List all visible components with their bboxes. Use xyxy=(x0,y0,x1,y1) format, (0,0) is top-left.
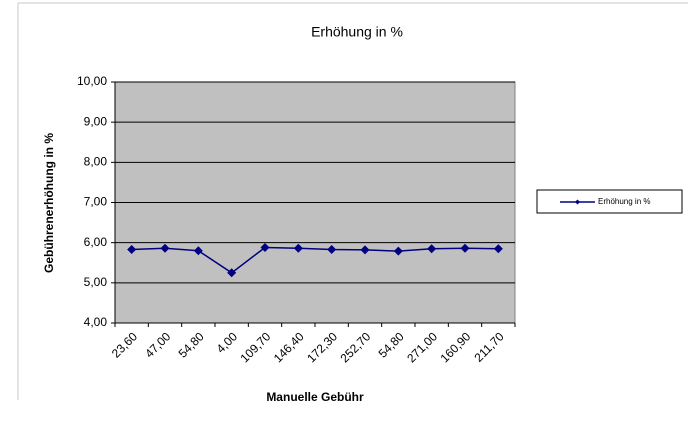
x-tick-label: 4,00 xyxy=(214,329,241,356)
y-tick-label: 7,00 xyxy=(84,195,108,209)
marker xyxy=(493,244,503,254)
series-line xyxy=(131,246,499,274)
marker xyxy=(193,246,203,256)
legend-marker xyxy=(575,199,580,205)
legend-label: Erhöhung in % xyxy=(598,197,650,206)
marker xyxy=(293,243,303,253)
y-tick-label: 10,00 xyxy=(77,74,107,88)
x-tick-label: 160,90 xyxy=(438,329,474,365)
x-tick-label: 54,80 xyxy=(176,329,207,360)
x-tick-label: 54,80 xyxy=(376,329,407,360)
legend-box xyxy=(536,189,683,214)
marker xyxy=(360,245,370,255)
x-tick-label: 172,30 xyxy=(304,329,340,365)
x-tick-label: 252,70 xyxy=(338,329,374,365)
x-axis-label: Manuelle Gebühr xyxy=(266,390,364,404)
x-tick-label: 211,70 xyxy=(471,329,506,364)
y-axis-label: Gebührenerhöhung in % xyxy=(42,133,56,273)
x-tick-label: 146,40 xyxy=(271,329,307,365)
y-tick-label: 8,00 xyxy=(84,155,108,169)
marker xyxy=(260,242,270,252)
x-tick-label: 23,60 xyxy=(109,329,140,360)
marker xyxy=(460,243,470,253)
x-tick-label: 109,70 xyxy=(238,329,274,365)
x-tick-label: 271,00 xyxy=(404,329,440,365)
chart-title: Erhöhung in % xyxy=(311,24,403,40)
x-tick-label: 47,00 xyxy=(142,329,173,360)
marker xyxy=(160,243,170,253)
y-tick-label: 5,00 xyxy=(84,275,108,289)
marker xyxy=(393,246,403,256)
y-tick-label: 4,00 xyxy=(84,315,108,329)
marker xyxy=(327,244,337,254)
y-tick-label: 9,00 xyxy=(84,114,108,128)
marker xyxy=(127,244,137,254)
marker xyxy=(427,244,437,254)
y-tick-label: 6,00 xyxy=(84,235,108,249)
marker xyxy=(227,268,237,278)
